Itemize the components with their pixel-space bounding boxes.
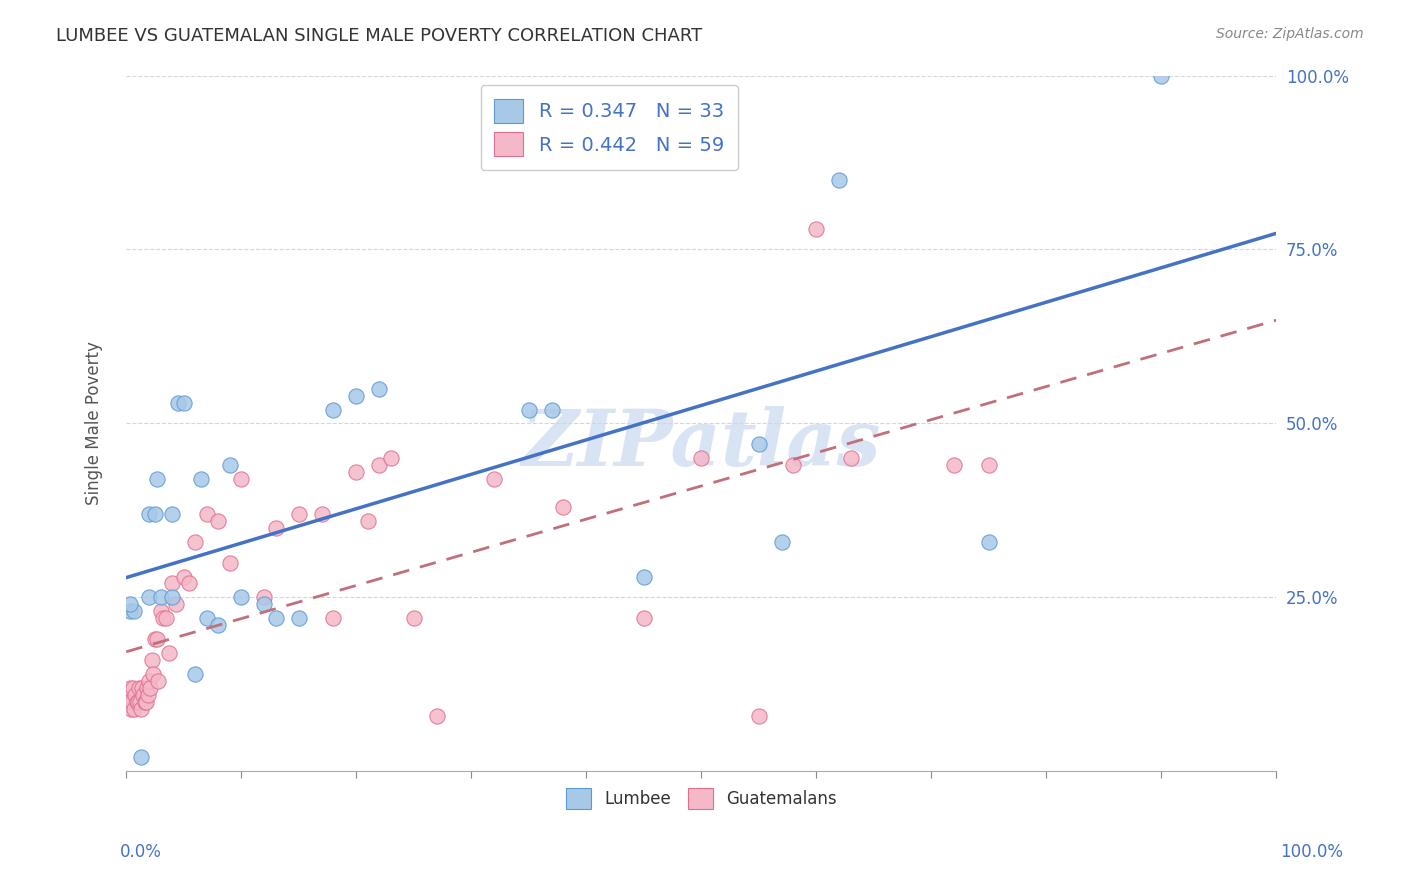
- Point: [253, 598, 276, 612]
- Point: [129, 702, 152, 716]
- Point: [146, 632, 169, 647]
- Point: [127, 695, 149, 709]
- Point: [218, 458, 240, 473]
- Point: [128, 681, 150, 695]
- Point: [253, 591, 276, 605]
- Point: [143, 507, 166, 521]
- Point: [135, 695, 157, 709]
- Point: [344, 389, 367, 403]
- Text: Source: ZipAtlas.com: Source: ZipAtlas.com: [1216, 27, 1364, 41]
- Point: [482, 472, 505, 486]
- Point: [190, 472, 212, 486]
- Point: [553, 500, 575, 514]
- Point: [426, 708, 449, 723]
- Point: [122, 702, 145, 716]
- Point: [690, 451, 713, 466]
- Point: [748, 708, 770, 723]
- Point: [1150, 69, 1173, 83]
- Point: [142, 667, 165, 681]
- Point: [136, 688, 159, 702]
- Point: [138, 507, 160, 521]
- Point: [160, 576, 183, 591]
- Point: [402, 611, 425, 625]
- Point: [165, 598, 187, 612]
- Point: [132, 688, 155, 702]
- Point: [148, 673, 170, 688]
- Point: [828, 173, 851, 187]
- Point: [118, 681, 141, 695]
- Point: [120, 702, 142, 716]
- Point: [517, 402, 540, 417]
- Point: [135, 681, 157, 695]
- Point: [804, 221, 827, 235]
- Point: [782, 458, 804, 473]
- Point: [311, 507, 333, 521]
- Point: [124, 688, 146, 702]
- Point: [322, 611, 344, 625]
- Point: [540, 402, 562, 417]
- Point: [134, 695, 156, 709]
- Point: [943, 458, 966, 473]
- Point: [207, 618, 229, 632]
- Text: ZIPatlas: ZIPatlas: [522, 406, 880, 483]
- Point: [184, 534, 207, 549]
- Point: [117, 695, 139, 709]
- Point: [157, 646, 180, 660]
- Point: [146, 472, 169, 486]
- Point: [155, 611, 177, 625]
- Point: [179, 576, 201, 591]
- Point: [121, 695, 143, 709]
- Point: [152, 611, 174, 625]
- Point: [195, 507, 218, 521]
- Point: [143, 632, 166, 647]
- Point: [322, 402, 344, 417]
- Point: [231, 591, 253, 605]
- Point: [138, 673, 160, 688]
- Point: [149, 604, 172, 618]
- Point: [125, 695, 148, 709]
- Point: [218, 556, 240, 570]
- Point: [149, 591, 172, 605]
- Point: [167, 395, 190, 409]
- Point: [122, 604, 145, 618]
- Point: [264, 611, 287, 625]
- Point: [122, 681, 145, 695]
- Point: [770, 534, 793, 549]
- Point: [131, 681, 153, 695]
- Legend: Lumbee, Guatemalans: Lumbee, Guatemalans: [560, 781, 844, 815]
- Point: [287, 611, 309, 625]
- Point: [118, 604, 141, 618]
- Point: [368, 382, 391, 396]
- Point: [839, 451, 862, 466]
- Point: [184, 667, 207, 681]
- Point: [118, 598, 141, 612]
- Point: [287, 507, 309, 521]
- Point: [160, 507, 183, 521]
- Point: [264, 521, 287, 535]
- Point: [380, 451, 402, 466]
- Text: 0.0%: 0.0%: [120, 843, 162, 861]
- Point: [977, 458, 1000, 473]
- Point: [748, 437, 770, 451]
- Point: [368, 458, 391, 473]
- Point: [357, 514, 380, 528]
- Point: [231, 472, 253, 486]
- Text: 100.0%: 100.0%: [1279, 843, 1343, 861]
- Point: [129, 750, 152, 764]
- Point: [344, 465, 367, 479]
- Point: [141, 653, 163, 667]
- Text: LUMBEE VS GUATEMALAN SINGLE MALE POVERTY CORRELATION CHART: LUMBEE VS GUATEMALAN SINGLE MALE POVERTY…: [56, 27, 703, 45]
- Point: [139, 681, 162, 695]
- Point: [138, 591, 160, 605]
- Point: [633, 569, 655, 583]
- Point: [195, 611, 218, 625]
- Point: [160, 591, 183, 605]
- Point: [633, 611, 655, 625]
- Point: [207, 514, 229, 528]
- Point: [977, 534, 1000, 549]
- Y-axis label: Single Male Poverty: Single Male Poverty: [86, 342, 103, 506]
- Point: [173, 569, 195, 583]
- Point: [173, 395, 195, 409]
- Point: [129, 695, 152, 709]
